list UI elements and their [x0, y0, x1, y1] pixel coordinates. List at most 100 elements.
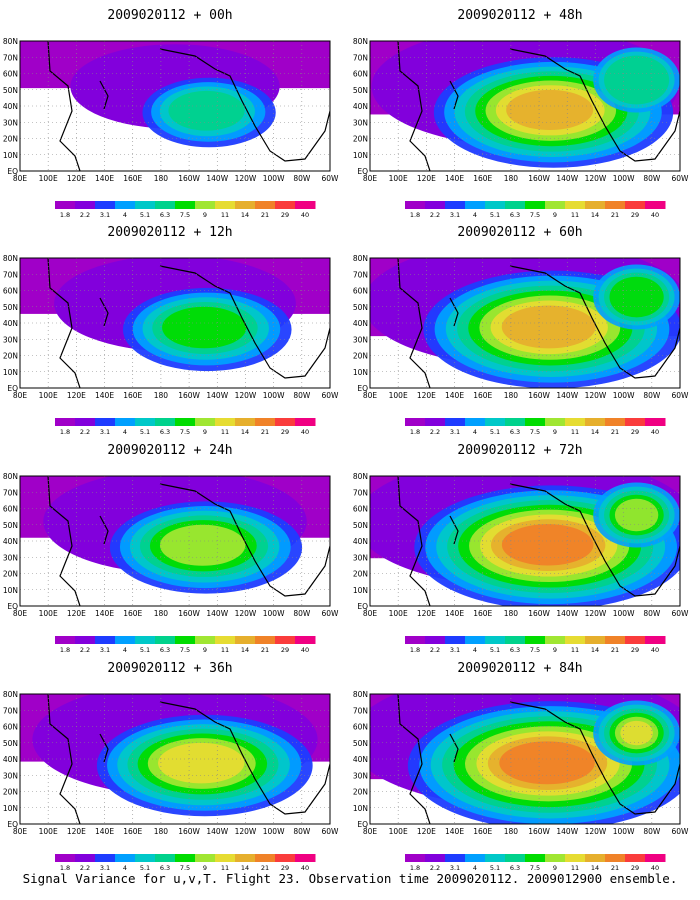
colorbar-swatch — [465, 418, 486, 426]
colorbar-label: 3.1 — [100, 864, 110, 872]
lon-label: 180 — [504, 609, 519, 618]
lat-label: EQ — [357, 820, 368, 829]
colorbar-swatch — [505, 854, 526, 862]
colorbar-swatch — [135, 636, 156, 644]
colorbar-swatch — [565, 636, 586, 644]
map-frame — [19, 40, 331, 172]
colorbar-swatch — [605, 201, 626, 209]
colorbar-label: 21 — [261, 211, 269, 219]
lat-label: 70N — [353, 706, 368, 715]
colorbar-label: 7.5 — [530, 864, 540, 872]
colorbar-label: 1.8 — [410, 428, 420, 436]
colorbar-label: 3.1 — [100, 646, 110, 654]
colorbar-swatch — [485, 201, 506, 209]
contour-field — [370, 694, 680, 824]
colorbar-swatch — [585, 854, 606, 862]
colorbar-swatch — [525, 201, 546, 209]
colorbar-swatch — [95, 418, 116, 426]
colorbar-label: 4 — [473, 864, 477, 872]
map-frame — [369, 475, 681, 607]
map-panel: 2009020112 + 24h 80N 70N 60N 50N 40N 30N 20N 10N… — [0, 443, 340, 658]
colorbar: 1.8 2.2 3.1 4 5.1 6.3 7.5 9 11 14 21 29 40 — [55, 201, 316, 219]
lon-label: 160E — [473, 391, 492, 400]
lat-label: 50N — [3, 739, 18, 748]
colorbar-label: 7.5 — [180, 864, 190, 872]
colorbar-label: 40 — [651, 428, 659, 436]
lon-label: 100W — [613, 609, 635, 618]
lon-label: 60W — [322, 174, 340, 183]
colorbar-label: 29 — [281, 864, 289, 872]
contour-field — [20, 694, 330, 824]
colorbar-label: 21 — [261, 428, 269, 436]
colorbar-swatch — [115, 636, 136, 644]
lat-label: 50N — [353, 303, 368, 312]
colorbar-swatch — [605, 418, 626, 426]
colorbar-label: 2.2 — [430, 646, 440, 654]
lat-label: 40N — [353, 537, 368, 546]
lat-label: 20N — [353, 570, 368, 579]
map-frame — [19, 257, 331, 389]
lat-label: 80N — [3, 37, 18, 46]
colorbar-swatch — [545, 636, 566, 644]
colorbar-label: 4 — [473, 211, 477, 219]
lon-label: 80W — [643, 827, 661, 836]
lat-label: EQ — [357, 384, 368, 393]
colorbar-label: 11 — [221, 646, 229, 654]
colorbar-label: 5.1 — [490, 211, 500, 219]
lat-label: 10N — [3, 368, 18, 377]
lon-label: 120W — [585, 391, 607, 400]
lon-label: 100W — [263, 827, 285, 836]
colorbar-label: 29 — [281, 646, 289, 654]
lon-label: 120E — [67, 391, 86, 400]
colorbar-swatch — [565, 854, 586, 862]
colorbar: 1.8 2.2 3.1 4 5.1 6.3 7.5 9 11 14 21 29 40 — [405, 418, 666, 436]
colorbar-label: 6.3 — [510, 211, 520, 219]
colorbar: 1.8 2.2 3.1 4 5.1 6.3 7.5 9 11 14 21 29 40 — [55, 636, 316, 654]
colorbar-swatch — [95, 636, 116, 644]
colorbar-label: 7.5 — [530, 211, 540, 219]
lon-label: 120W — [235, 609, 257, 618]
lon-label: 140E — [95, 827, 114, 836]
colorbar-swatch — [135, 854, 156, 862]
lon-label: 80W — [293, 391, 311, 400]
lat-label: 60N — [353, 287, 368, 296]
colorbar-swatch — [195, 418, 216, 426]
colorbar-swatch — [255, 854, 276, 862]
colorbar-label: 3.1 — [450, 428, 460, 436]
colorbar-swatch — [445, 418, 466, 426]
colorbar-label: 29 — [631, 646, 639, 654]
lon-label: 140W — [556, 609, 578, 618]
map-frame — [19, 475, 331, 607]
colorbar-swatch — [425, 201, 446, 209]
lon-label: 60W — [322, 391, 340, 400]
lon-label: 140E — [95, 609, 114, 618]
lat-label: 50N — [353, 521, 368, 530]
colorbar-swatch — [295, 201, 316, 209]
lat-label: 40N — [3, 755, 18, 764]
lon-label: 140E — [445, 609, 464, 618]
lon-label: 160W — [528, 391, 550, 400]
lon-label: 80W — [643, 391, 661, 400]
lon-label: 160E — [473, 609, 492, 618]
lon-label: 120W — [585, 174, 607, 183]
colorbar-swatch — [215, 201, 236, 209]
lon-label: 160W — [528, 827, 550, 836]
colorbar-label: 21 — [261, 864, 269, 872]
lat-label: 20N — [353, 352, 368, 361]
lon-label: 100W — [613, 391, 635, 400]
lon-label: 80E — [363, 609, 378, 618]
lat-label: 20N — [3, 352, 18, 361]
colorbar-swatch — [525, 418, 546, 426]
lat-label: 10N — [3, 151, 18, 160]
colorbar-swatch — [485, 418, 506, 426]
lon-label: 160W — [178, 174, 200, 183]
lon-label: 60W — [672, 391, 690, 400]
lon-label: 100E — [389, 609, 408, 618]
map-panel: 2009020112 + 72h 80N 70N 60N 50N 40N 30N 20N 10N… — [350, 443, 690, 658]
lon-label: 80E — [363, 174, 378, 183]
colorbar-swatch — [195, 201, 216, 209]
colorbar-swatch — [425, 854, 446, 862]
